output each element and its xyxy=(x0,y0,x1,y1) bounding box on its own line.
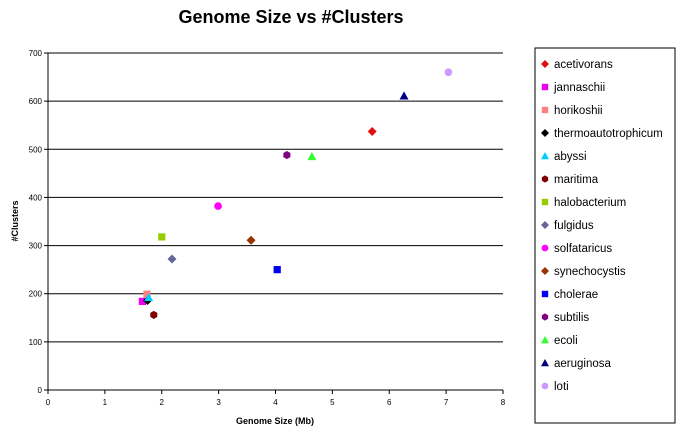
legend-label-subtilis: subtilis xyxy=(554,312,589,324)
data-point-loti xyxy=(444,68,453,77)
legend-label-cholerae: cholerae xyxy=(554,289,598,301)
y-tick-label: 200 xyxy=(29,290,43,299)
y-tick-label: 400 xyxy=(29,193,43,202)
legend-marker-jannaschii xyxy=(541,83,549,91)
x-tick-label: 8 xyxy=(501,398,506,407)
data-point-horikoshii xyxy=(143,290,151,298)
legend-label-aeruginosa: aeruginosa xyxy=(554,358,612,370)
x-tick-label: 7 xyxy=(444,398,449,407)
y-tick-label: 600 xyxy=(29,97,43,106)
data-point-fulgidus xyxy=(167,254,177,264)
data-point-maritima xyxy=(150,310,158,319)
data-point-synechocystis xyxy=(246,235,256,245)
legend-marker-loti xyxy=(541,382,549,390)
legend-label-synechocystis: synechocystis xyxy=(554,266,626,278)
legend-label-loti: loti xyxy=(554,381,569,393)
data-point-cholerae xyxy=(273,266,281,274)
y-tick-label: 700 xyxy=(29,49,43,58)
legend-label-maritima: maritima xyxy=(554,174,599,186)
data-point-acetivorans xyxy=(367,126,377,136)
data-point-ecoli xyxy=(307,152,317,161)
y-tick-label: 500 xyxy=(29,145,43,154)
legend-marker-cholerae xyxy=(541,290,549,298)
legend-marker-horikoshii xyxy=(541,106,549,114)
data-point-jannaschii xyxy=(138,297,147,306)
chart-title: Genome Size vs #Clusters xyxy=(178,7,403,27)
legend-label-solfataricus: solfataricus xyxy=(554,243,612,255)
y-axis-title: #Clusters xyxy=(10,200,20,241)
legend-marker-ecoli xyxy=(541,336,549,344)
data-point-solfataricus xyxy=(214,202,222,210)
legend-marker-maritima xyxy=(541,175,549,183)
legend-label-horikoshii: horikoshii xyxy=(554,105,603,117)
x-tick-label: 6 xyxy=(387,398,392,407)
plot-area: 0 100 200 300 400 500 600 700 0 1 2 3 4 5 6 7 8 xyxy=(29,49,506,407)
legend-marker-thermoautotrophicum xyxy=(541,129,549,137)
y-tick-label: 0 xyxy=(38,386,43,395)
legend-marker-fulgidus xyxy=(541,221,549,229)
x-tick-label: 4 xyxy=(273,398,278,407)
x-tick-label: 2 xyxy=(160,398,165,407)
legend-label-jannaschii: jannaschii xyxy=(553,82,605,94)
legend-label-halobacterium: halobacterium xyxy=(554,197,626,209)
legend-label-abyssi: abyssi xyxy=(554,151,587,163)
x-axis-title: Genome Size (Mb) xyxy=(236,416,314,426)
legend-marker-aeruginosa xyxy=(541,359,549,367)
legend-marker-halobacterium xyxy=(541,198,549,206)
legend-label-thermoautotrophicum: thermoautotrophicum xyxy=(554,128,663,140)
data-point-subtilis xyxy=(283,151,291,160)
data-point-abyssi xyxy=(144,293,154,302)
legend-label-acetivorans: acetivorans xyxy=(554,59,613,71)
legend-marker-solfataricus xyxy=(541,244,549,252)
legend-marker-acetivorans xyxy=(541,60,549,68)
x-tick-label: 1 xyxy=(103,398,108,407)
legend-label-ecoli: ecoli xyxy=(554,335,578,347)
legend-marker-subtilis xyxy=(541,313,549,321)
data-point-aeruginosa xyxy=(399,91,409,100)
legend: acetivorans jannaschii horikoshii thermoaut… xyxy=(534,47,676,424)
x-tick-label: 3 xyxy=(216,398,221,407)
y-tick-label: 100 xyxy=(29,338,43,347)
y-tick-label: 300 xyxy=(29,242,43,251)
legend-box xyxy=(534,47,676,424)
legend-marker-synechocystis xyxy=(541,267,549,275)
legend-marker-abyssi xyxy=(541,152,549,160)
x-tick-label: 5 xyxy=(330,398,335,407)
x-tick-label: 0 xyxy=(46,398,51,407)
legend-label-fulgidus: fulgidus xyxy=(554,220,594,232)
data-point-halobacterium xyxy=(158,233,166,241)
